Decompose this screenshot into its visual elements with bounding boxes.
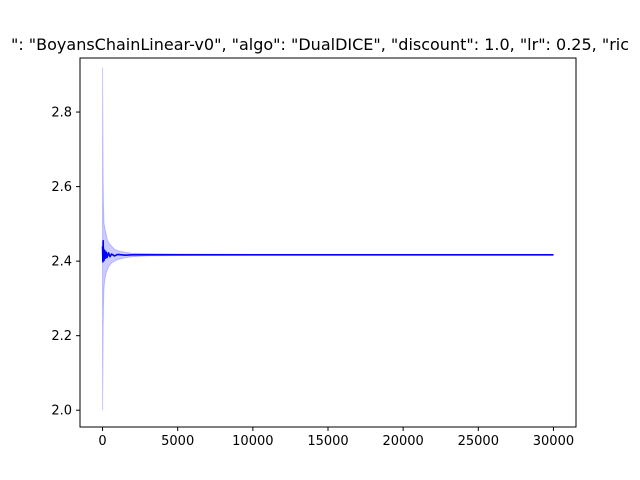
x-tick-label: 30000 bbox=[533, 434, 574, 449]
x-tick-label: 15000 bbox=[307, 434, 348, 449]
y-tick-label: 2.0 bbox=[51, 404, 72, 419]
x-tick-label: 5000 bbox=[161, 434, 194, 449]
chart-title: ": "BoyansChainLinear-v0", "algo": "Dual… bbox=[11, 35, 629, 54]
series-line-0 bbox=[101, 239, 554, 263]
x-tick-label: 0 bbox=[98, 434, 106, 449]
x-axis: 0 5000 10000 15000 20000 25000 30000 bbox=[98, 427, 574, 449]
y-tick-label: 2.8 bbox=[51, 106, 72, 121]
plot-area bbox=[101, 67, 554, 411]
y-tick-label: 2.6 bbox=[51, 180, 72, 195]
x-tick-label: 25000 bbox=[458, 434, 499, 449]
x-tick-label: 20000 bbox=[382, 434, 423, 449]
y-tick-label: 2.4 bbox=[51, 255, 72, 270]
x-tick-label: 10000 bbox=[232, 434, 273, 449]
y-tick-label: 2.2 bbox=[51, 329, 72, 344]
y-axis: 2.0 2.2 2.4 2.6 2.8 bbox=[51, 106, 80, 419]
